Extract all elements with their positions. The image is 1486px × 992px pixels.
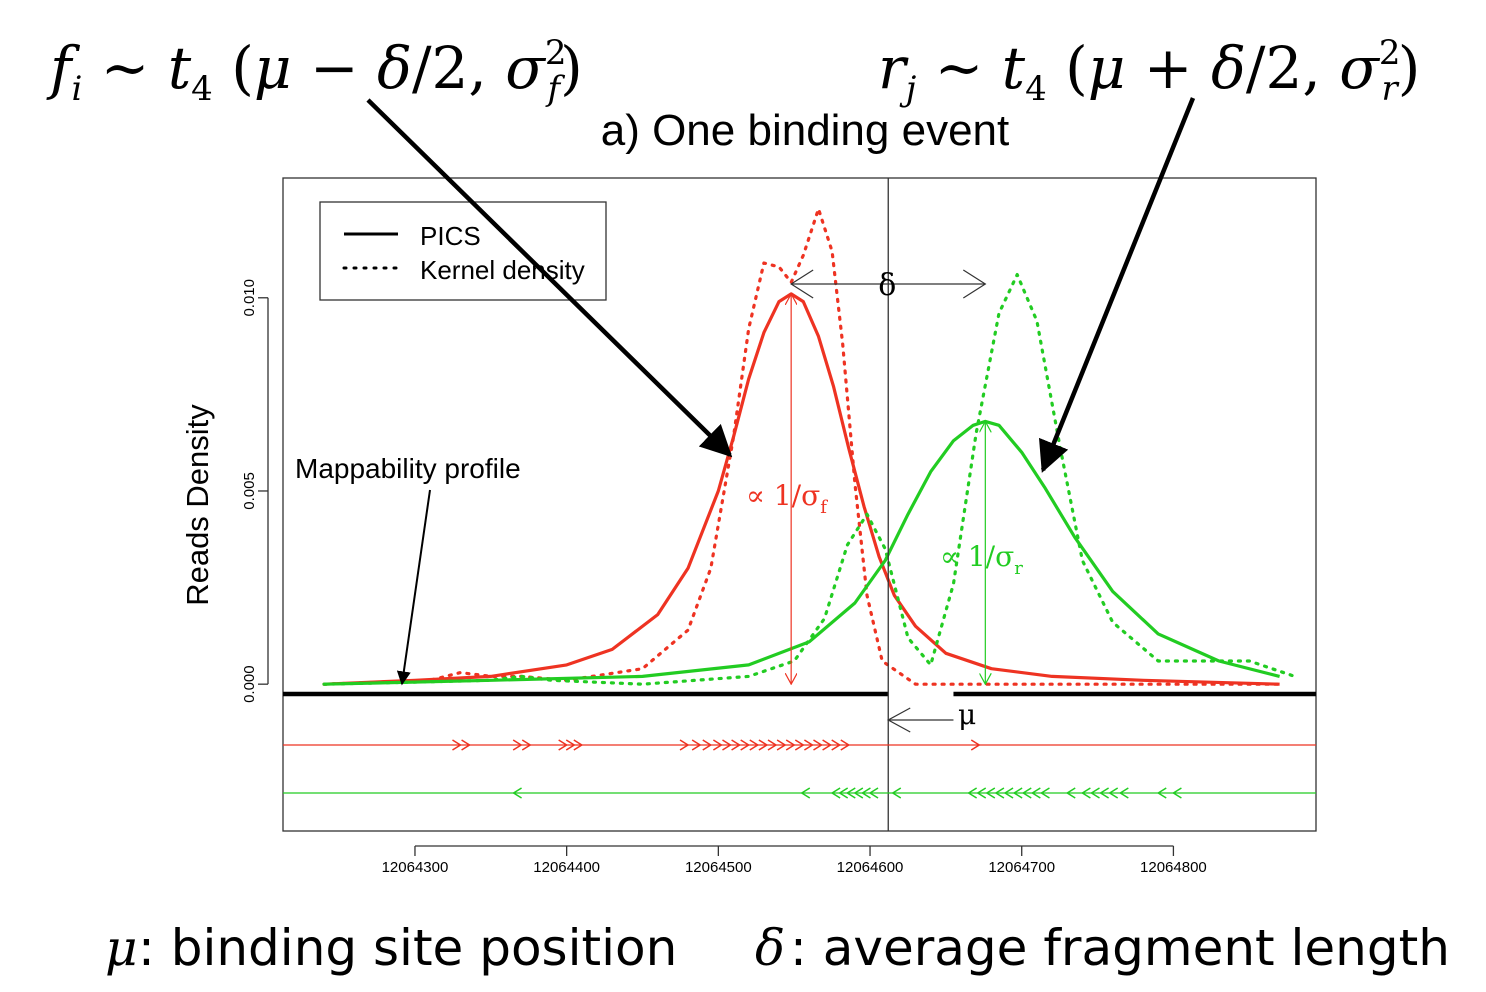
legend-label-pics: PICS bbox=[420, 221, 481, 251]
reverse-read-marker bbox=[512, 787, 522, 799]
forward-read-marker bbox=[822, 739, 833, 751]
reverse-read-marker bbox=[1065, 787, 1076, 799]
reverse-read-marker bbox=[1030, 787, 1041, 799]
forward-read-marker bbox=[679, 739, 690, 751]
reverse-read-marker bbox=[967, 787, 978, 799]
delta-arrow-head-left bbox=[790, 269, 814, 299]
reverse-read-marker bbox=[830, 787, 841, 799]
reverse-read-marker bbox=[1171, 787, 1182, 799]
forward-read-marker bbox=[573, 739, 584, 751]
caption-delta-text: : average fragment length bbox=[790, 919, 1450, 977]
forward-read-marker bbox=[749, 739, 760, 751]
reverse-read-marker bbox=[1118, 787, 1129, 799]
reverse-height-subscript: r bbox=[1014, 558, 1023, 579]
series-line-forward-pics bbox=[323, 292, 1280, 686]
x-tick-label: 12064300 bbox=[382, 859, 449, 876]
forward-read-marker bbox=[831, 739, 842, 751]
forward-read-marker bbox=[512, 739, 523, 751]
reverse-read-marker bbox=[853, 787, 864, 799]
reverse-read-marker bbox=[838, 787, 849, 799]
reverse-read-marker bbox=[1080, 787, 1091, 799]
legend-box bbox=[319, 201, 607, 301]
forward-read-marker bbox=[702, 739, 713, 751]
caption-mu-symbol: μ bbox=[105, 919, 138, 977]
axes: 0.000 0.005 0.010 12064300 12064400 12064500 1… bbox=[241, 279, 1207, 876]
forward-height-label: ∝ 1/σf bbox=[746, 479, 828, 518]
forward-read-marker bbox=[813, 739, 823, 751]
forward-read-marker bbox=[722, 739, 732, 751]
reverse-read-marker bbox=[1012, 787, 1023, 799]
plot-frame bbox=[282, 177, 1317, 832]
caption-mu-text: : binding site position bbox=[138, 919, 677, 977]
reverse-read-marker bbox=[868, 787, 879, 799]
reverse-read-marker bbox=[861, 787, 871, 799]
mappability-pointer bbox=[396, 489, 431, 686]
x-tick-label: 12064600 bbox=[837, 859, 904, 876]
legend-label-kernel: Kernel density bbox=[420, 255, 585, 285]
reads-tracks bbox=[283, 739, 1316, 799]
forward-read-marker bbox=[794, 739, 805, 751]
y-tick-label: 0.010 bbox=[241, 279, 258, 317]
reverse-read-marker bbox=[976, 787, 987, 799]
reverse-read-marker bbox=[1003, 787, 1014, 799]
caption-delta-symbol: δ bbox=[755, 919, 785, 977]
reverse-read-marker bbox=[845, 787, 856, 799]
y-tick-label: 0.000 bbox=[241, 665, 258, 703]
reverse-read-marker bbox=[1156, 787, 1167, 799]
forward-read-marker bbox=[767, 739, 778, 751]
reverse-read-marker bbox=[1099, 787, 1109, 799]
legend: PICS Kernel density bbox=[319, 201, 607, 301]
mappability-label: Mappability profile bbox=[295, 453, 521, 484]
reverse-formula-arrow bbox=[1038, 97, 1196, 473]
forward-formula-arrow bbox=[366, 98, 733, 458]
reverse-height-label: ∝ 1/σr bbox=[940, 540, 1023, 579]
x-tick-label: 12064400 bbox=[533, 859, 600, 876]
forward-read-marker bbox=[785, 739, 796, 751]
x-tick-label: 12064800 bbox=[1140, 859, 1207, 876]
series bbox=[283, 178, 1316, 831]
forward-read-marker bbox=[565, 739, 576, 751]
forward-read-marker bbox=[691, 739, 702, 751]
series-line-reverse-pics bbox=[323, 419, 1280, 686]
formula-reverse: rj ~ t4 (μ + δ/2, σ2 r) bbox=[878, 33, 1420, 109]
y-tick-label: 0.005 bbox=[241, 472, 258, 510]
series-line-forward-kernel bbox=[322, 207, 1282, 686]
reverse-read-marker bbox=[800, 787, 811, 799]
forward-height-text: ∝ 1/σ bbox=[746, 479, 820, 512]
forward-read-marker bbox=[970, 739, 981, 751]
reverse-read-marker bbox=[1040, 787, 1050, 799]
formula-forward: fi ~ t4 (μ − δ/2, σ2 f) bbox=[46, 33, 583, 109]
forward-height-subscript: f bbox=[820, 497, 828, 518]
forward-read-marker bbox=[758, 739, 769, 751]
reverse-read-marker bbox=[1021, 787, 1032, 799]
reverse-read-marker bbox=[994, 787, 1005, 799]
y-axis-label: Reads Density bbox=[180, 404, 215, 606]
mu-label: μ bbox=[958, 698, 976, 731]
forward-read-marker bbox=[521, 739, 532, 751]
forward-read-marker bbox=[840, 739, 851, 751]
x-tick-label: 12064500 bbox=[685, 859, 752, 876]
chart-title: a) One binding event bbox=[601, 106, 1010, 155]
forward-read-marker bbox=[558, 739, 569, 751]
forward-read-marker bbox=[776, 739, 787, 751]
forward-read-marker bbox=[731, 739, 741, 751]
reverse-read-marker bbox=[891, 787, 902, 799]
forward-read-marker bbox=[452, 739, 462, 751]
delta-label: δ bbox=[878, 268, 896, 303]
forward-read-marker bbox=[803, 739, 814, 751]
reverse-read-marker bbox=[985, 787, 996, 799]
reverse-read-marker bbox=[1090, 787, 1100, 799]
x-tick-label: 12064700 bbox=[988, 859, 1055, 876]
delta-arrow-head-right bbox=[962, 269, 987, 299]
forward-read-marker bbox=[712, 739, 723, 751]
reverse-height-text: ∝ 1/σ bbox=[940, 540, 1014, 573]
reverse-read-marker bbox=[1108, 787, 1119, 799]
annotations: Mappability profile δμ∝ 1/σf∝ 1/σr bbox=[295, 268, 1023, 733]
mu-arrow-head bbox=[886, 707, 911, 733]
forward-read-marker bbox=[740, 739, 751, 751]
forward-read-marker bbox=[461, 739, 471, 751]
